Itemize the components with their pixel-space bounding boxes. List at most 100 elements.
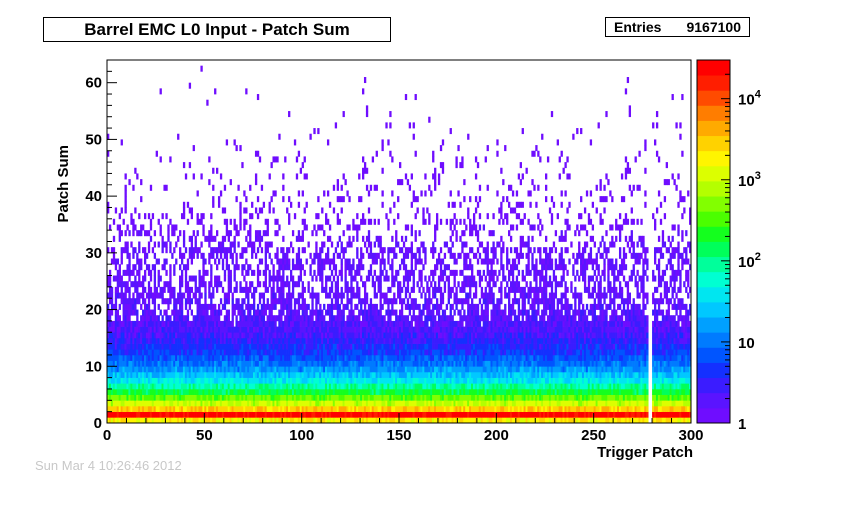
heatmap-cell — [447, 264, 450, 271]
heatmap-cell — [221, 388, 225, 395]
heatmap-cell — [132, 326, 135, 333]
heatmap-cell — [122, 366, 125, 373]
heatmap-cell — [223, 343, 227, 350]
heatmap-cell — [169, 394, 172, 401]
heatmap-cell — [410, 332, 413, 339]
heatmap-cell — [239, 332, 242, 339]
heatmap-cell — [342, 315, 345, 322]
heatmap-cell — [192, 145, 195, 152]
heatmap-cell — [371, 337, 375, 344]
heatmap-cell — [153, 264, 157, 271]
heatmap-cell — [140, 264, 143, 271]
heatmap-cell — [128, 360, 131, 367]
heatmap-cell — [173, 400, 176, 407]
heatmap-cell — [402, 394, 406, 401]
heatmap-cell — [321, 405, 324, 412]
heatmap-cell — [217, 354, 221, 361]
heatmap-cell — [400, 383, 404, 390]
heatmap-cell — [338, 388, 341, 395]
heatmap-cell — [424, 411, 427, 418]
heatmap-cell — [307, 354, 310, 361]
heatmap-cell — [177, 400, 180, 407]
heatmap-cell — [278, 337, 281, 344]
heatmap-cell — [245, 417, 248, 424]
heatmap-cell — [249, 394, 252, 401]
heatmap-cell — [432, 371, 435, 378]
heatmap-cell — [142, 354, 145, 361]
heatmap-cell — [130, 388, 133, 395]
heatmap-cell — [295, 156, 299, 163]
heatmap-cell — [239, 383, 242, 390]
heatmap-cell — [239, 213, 242, 220]
heatmap-cell — [118, 349, 121, 356]
heatmap-cell — [365, 332, 369, 339]
heatmap-cell — [107, 201, 110, 208]
heatmap-cell — [365, 111, 369, 118]
heatmap-cell — [445, 315, 449, 322]
heatmap-cell — [414, 326, 417, 333]
heatmap-cell — [441, 411, 445, 418]
heatmap-cell — [216, 309, 219, 316]
heatmap-cell — [249, 309, 252, 316]
heatmap-cell — [118, 281, 121, 288]
heatmap-cell — [363, 326, 367, 333]
heatmap-cell — [445, 360, 449, 367]
heatmap-cell — [140, 224, 143, 231]
heatmap-cell — [208, 252, 211, 259]
heatmap-cell — [332, 184, 336, 191]
heatmap-cell — [367, 337, 371, 344]
heatmap-cell — [381, 167, 384, 174]
heatmap-cell — [116, 281, 120, 288]
heatmap-cell — [258, 332, 262, 339]
heatmap-cell — [227, 411, 230, 418]
heatmap-cell — [260, 326, 264, 333]
heatmap-cell — [325, 252, 328, 259]
heatmap-cell — [426, 394, 429, 401]
heatmap-cell — [369, 264, 373, 271]
heatmap-cell — [416, 371, 419, 378]
heatmap-cell — [188, 82, 192, 89]
heatmap-cell — [356, 292, 359, 299]
heatmap-cell — [169, 156, 172, 163]
heatmap-cell — [120, 326, 123, 333]
heatmap-cell — [426, 332, 429, 339]
heatmap-cell — [151, 405, 155, 412]
heatmap-cell — [165, 332, 168, 339]
heatmap-cell — [140, 230, 143, 237]
heatmap-cell — [138, 360, 141, 367]
heatmap-cell — [143, 230, 147, 237]
heatmap-cell — [449, 315, 452, 322]
heatmap-cell — [171, 394, 174, 401]
heatmap-cell — [124, 230, 127, 237]
heatmap-cell — [428, 411, 431, 418]
heatmap-cell — [147, 394, 151, 401]
heatmap-cell — [128, 309, 131, 316]
heatmap-cell — [385, 213, 388, 220]
heatmap-cell — [352, 360, 355, 367]
heatmap-cell — [229, 383, 232, 390]
heatmap-cell — [373, 309, 376, 316]
heatmap-cell — [212, 400, 215, 407]
heatmap-cell — [233, 377, 236, 384]
heatmap-cell — [237, 343, 240, 350]
heatmap-cell — [309, 133, 312, 140]
heatmap-cell — [118, 275, 121, 282]
heatmap-cell — [173, 264, 176, 271]
heatmap-cell — [229, 394, 232, 401]
heatmap-cell — [286, 383, 289, 390]
heatmap-cell — [350, 309, 353, 316]
heatmap-cell — [286, 343, 289, 350]
heatmap-cell — [107, 150, 110, 157]
heatmap-cell — [346, 360, 349, 367]
heatmap-cell — [196, 326, 199, 333]
heatmap-cell — [303, 337, 306, 344]
heatmap-cell — [410, 360, 413, 367]
heatmap-cell — [408, 320, 412, 327]
heatmap-cell — [149, 400, 153, 407]
heatmap-cell — [406, 337, 410, 344]
heatmap-cell — [186, 320, 190, 327]
heatmap-cell — [383, 320, 386, 327]
heatmap-cell — [434, 247, 437, 254]
heatmap-cell — [282, 235, 285, 242]
heatmap-cell — [317, 354, 320, 361]
